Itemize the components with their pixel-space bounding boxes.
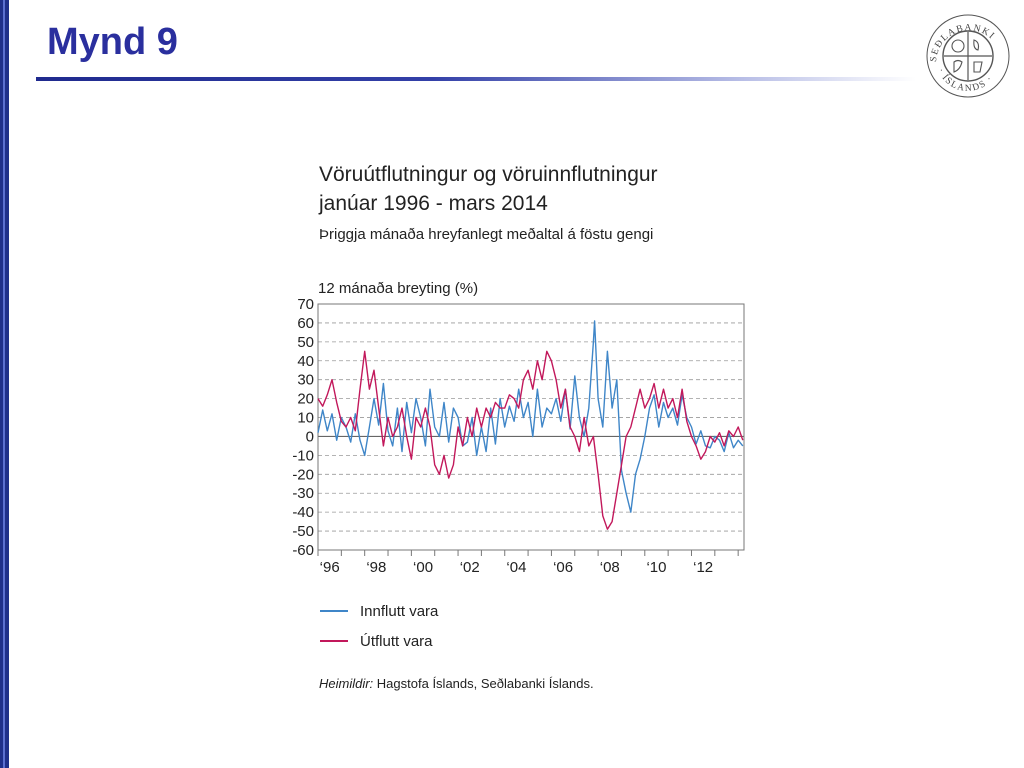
legend-label-utflutt: Útflutt vara [360, 632, 433, 650]
x-tick-label: ‘08 [600, 559, 620, 576]
x-tick-label: ‘06 [553, 559, 573, 576]
x-tick-label: ‘10 [646, 559, 666, 576]
x-tick-label: ‘02 [460, 559, 480, 576]
y-tick-label: 30 [297, 372, 314, 389]
legend-item-utflutt: Útflutt vara [320, 626, 438, 656]
legend-item-innflutt: Innflutt vara [320, 596, 438, 626]
x-tick-label: ‘96 [320, 559, 340, 576]
series-line-innflutt [317, 320, 744, 513]
source-label: Heimildir: [319, 676, 374, 691]
y-tick-label: -30 [292, 485, 314, 502]
y-tick-label: 0 [306, 428, 314, 445]
y-tick-label: 50 [297, 334, 314, 351]
y-tick-label: -40 [292, 504, 314, 521]
legend-label-innflutt: Innflutt vara [360, 602, 439, 620]
chart-title-line2: janúar 1996 - mars 2014 [319, 192, 548, 215]
y-tick-label: 10 [297, 410, 314, 427]
slide-left-border [0, 0, 9, 768]
y-tick-label: -60 [292, 542, 314, 559]
x-tick-label: ‘00 [413, 559, 433, 576]
y-axis-label: 12 mánaða breyting (%) [318, 280, 478, 297]
slide-title: Mynd 9 [47, 21, 178, 63]
chart-legend: Innflutt vara Útflutt vara [320, 596, 438, 656]
y-tick-label: -20 [292, 466, 314, 483]
sedlabanki-seal-icon: SEÐLABANKI · ÍSLANDS · [926, 14, 1010, 98]
chart-subtitle: Þriggja mánaða hreyfanlegt meðaltal á fö… [319, 226, 654, 243]
chart-title: Vöruútflutningur og vöruinnflutningur ja… [319, 160, 658, 218]
chart-source: Heimildir: Hagstofa Íslands, Seðlabanki … [319, 676, 594, 691]
y-tick-label: 60 [297, 315, 314, 332]
series-line-utflutt [317, 350, 744, 530]
legend-line-utflutt [320, 640, 348, 642]
y-tick-label: 40 [297, 353, 314, 370]
y-tick-label: 70 [297, 296, 314, 313]
chart-title-line1: Vöruútflutningur og vöruinnflutningur [319, 163, 658, 186]
y-tick-label: -10 [292, 447, 314, 464]
line-chart: 12 mánaða breyting (%)70 60 50 40 30 20 100 -10… [292, 280, 745, 576]
y-tick-label: -50 [292, 523, 314, 540]
plot-frame [317, 303, 745, 551]
x-tick-label: ‘04 [506, 559, 526, 576]
y-tick-label: 20 [297, 391, 314, 408]
x-tick-label: ‘98 [366, 559, 386, 576]
source-text: Hagstofa Íslands, Seðlabanki Íslands. [376, 676, 594, 691]
title-divider [36, 77, 916, 81]
x-tick-label: ‘12 [693, 559, 713, 576]
legend-line-innflutt [320, 610, 348, 612]
